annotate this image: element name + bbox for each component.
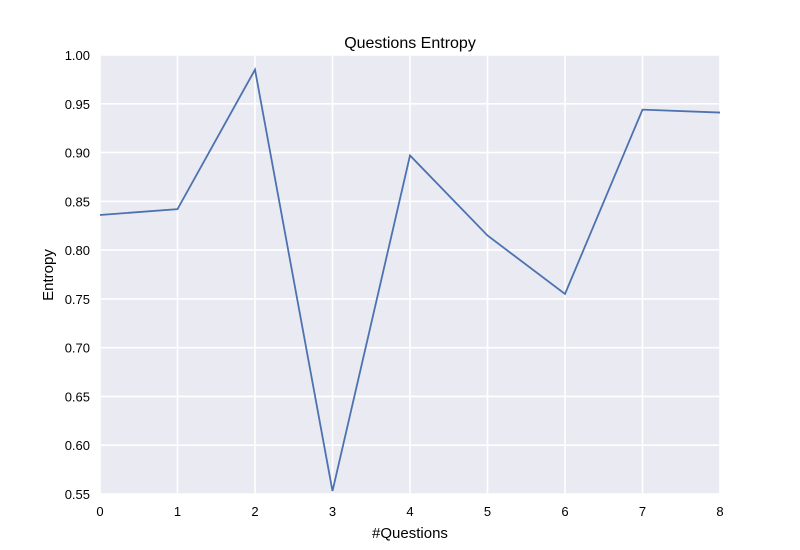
x-tick-label: 1: [174, 504, 181, 519]
y-tick-labels: 0.55 0.60 0.65 0.70 0.75 0.80 0.85 0.90 0.95 1.00: [65, 48, 90, 502]
y-tick-label: 1.00: [65, 48, 90, 63]
y-tick-label: 0.85: [65, 194, 90, 209]
y-tick-label: 0.95: [65, 97, 90, 112]
y-grid: [100, 54, 720, 495]
y-tick-label: 0.60: [65, 438, 90, 453]
x-tick-label: 3: [329, 504, 336, 519]
y-tick-label: 0.90: [65, 146, 90, 161]
x-tick-label: 2: [251, 504, 258, 519]
x-tick-label: 5: [484, 504, 491, 519]
x-tick-label: 6: [561, 504, 568, 519]
y-tick-label: 0.75: [65, 292, 90, 307]
y-axis-title: Entropy: [40, 249, 57, 301]
x-tick-labels: 0 1 2 3 4 5 6 7 8: [96, 504, 723, 519]
x-axis-title: #Questions: [372, 525, 448, 542]
series-layer: [99, 67, 721, 492]
x-tick-label: 0: [96, 504, 103, 519]
chart-title: Questions Entropy: [344, 35, 476, 52]
y-tick-label: 0.55: [65, 487, 90, 502]
y-tick-label: 0.80: [65, 243, 90, 258]
y-tick-label: 0.65: [65, 389, 90, 404]
x-grid: [99, 55, 721, 494]
x-tick-label: 7: [639, 504, 646, 519]
y-tick-label: 0.70: [65, 341, 90, 356]
x-tick-label: 4: [406, 504, 413, 519]
x-tick-label: 8: [716, 504, 723, 519]
